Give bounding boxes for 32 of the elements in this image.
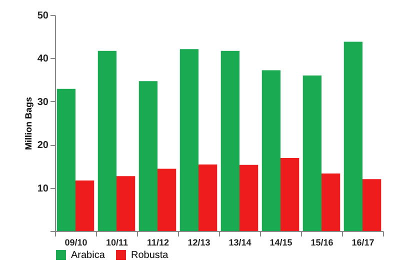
y-tick-label: 50 [37, 10, 49, 22]
x-tick-label: 13/14 [228, 238, 252, 248]
y-tick-label: 40 [37, 54, 49, 65]
x-tick-label: 12/13 [188, 238, 210, 248]
x-tick-label: 09/10 [64, 238, 88, 248]
bar [280, 158, 300, 231]
bar [198, 164, 218, 231]
x-tick-label: 14/15 [270, 238, 292, 248]
x-tick-label: 10/11 [106, 238, 128, 248]
bar [322, 174, 340, 231]
bar [362, 179, 382, 231]
legend-label: Robusta [131, 250, 169, 261]
y-tick-label: 10 [37, 183, 49, 194]
legend-label: Arabica [71, 250, 106, 261]
bar [98, 50, 116, 231]
bar [262, 70, 280, 231]
bar [138, 81, 158, 231]
bar [158, 168, 176, 231]
x-tick-label: 16/17 [352, 238, 374, 248]
bar [240, 164, 258, 231]
bar [56, 88, 76, 231]
bar [180, 49, 198, 231]
y-tick-label: 30 [37, 96, 49, 108]
bar [344, 42, 362, 231]
bar [302, 75, 322, 231]
bar [76, 180, 94, 231]
y-tick-label: 20 [37, 140, 49, 152]
bar [116, 176, 136, 231]
x-tick-label: 15/16 [310, 238, 334, 248]
bar [220, 50, 240, 231]
x-tick-label: 11/12 [146, 238, 170, 248]
y-axis-title: Million Bags [23, 96, 34, 150]
